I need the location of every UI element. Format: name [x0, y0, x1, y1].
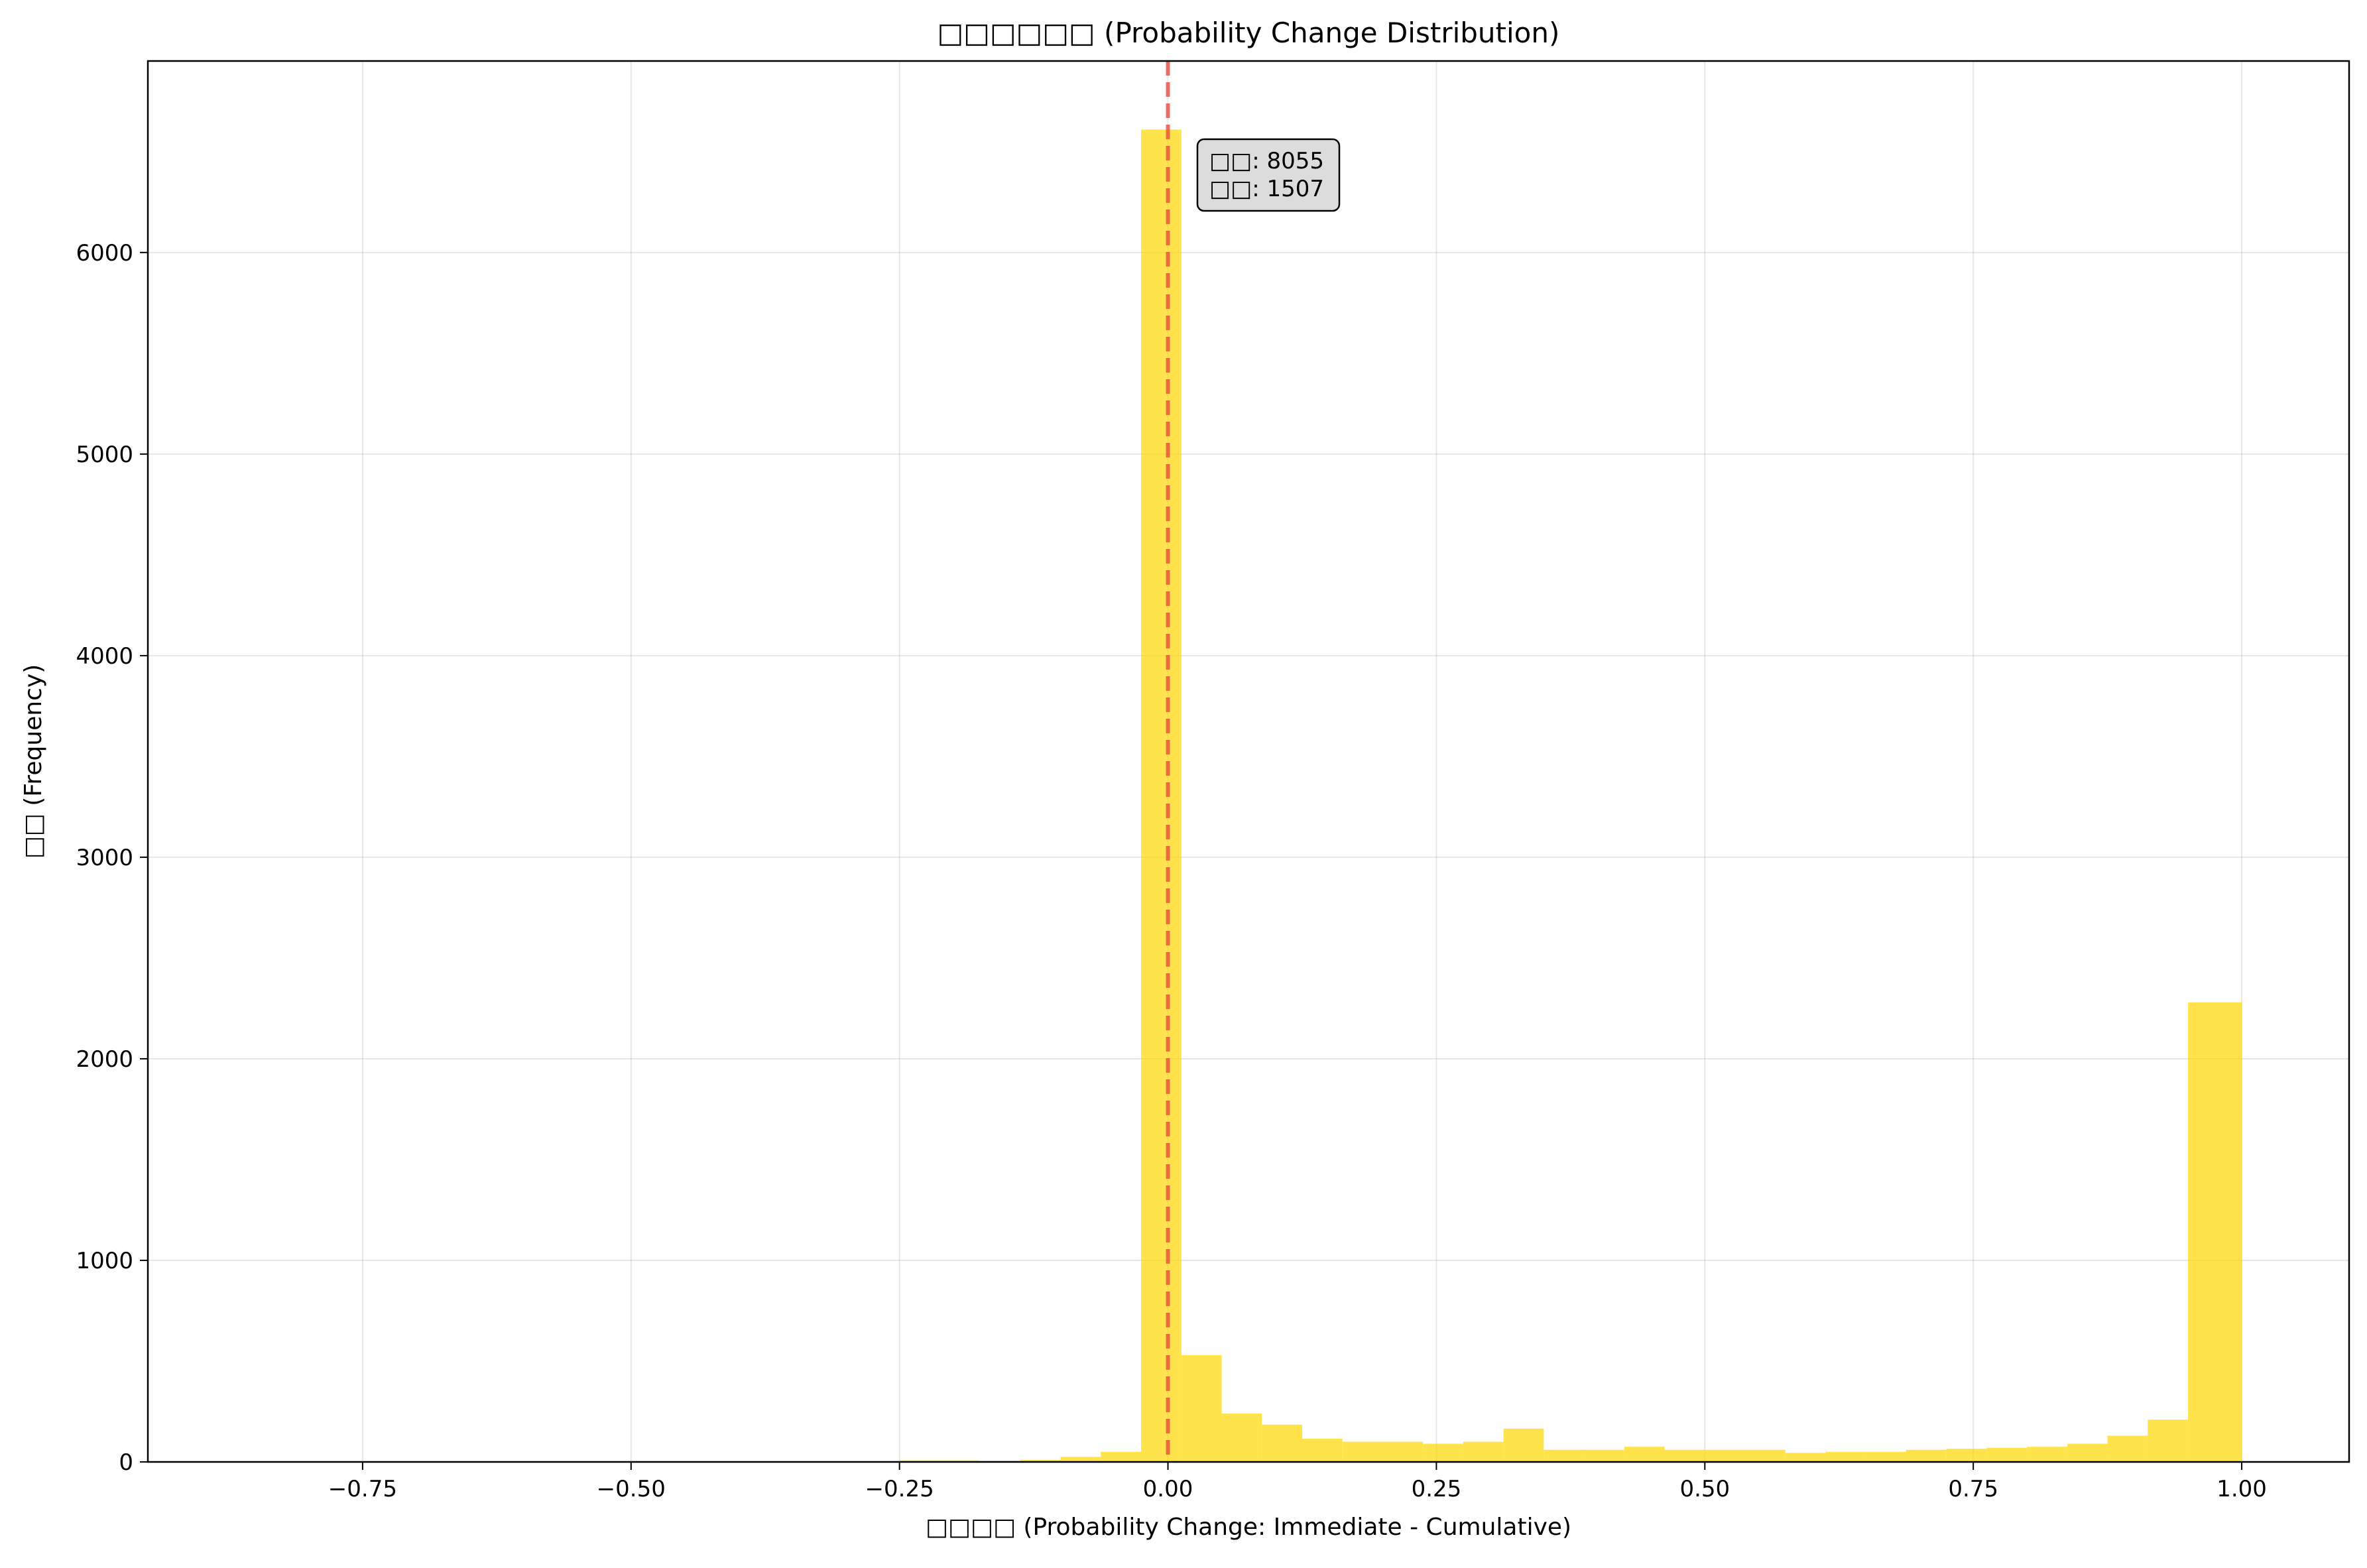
grid-layer	[148, 61, 2349, 1463]
y-tick-label: 5000	[76, 442, 133, 468]
histogram-bar	[1986, 1447, 2028, 1462]
x-tick-label: −0.75	[328, 1476, 397, 1502]
histogram-bar	[2107, 1435, 2148, 1462]
x-tick-label: −0.25	[865, 1476, 934, 1502]
annotation-box-background	[1196, 138, 1341, 212]
histogram-bar	[1423, 1443, 1463, 1462]
histogram-bar	[1624, 1447, 1665, 1462]
y-tick-label: 3000	[76, 845, 133, 871]
x-tick-label: 1.00	[2216, 1476, 2267, 1502]
y-tick-label: 0	[119, 1449, 133, 1476]
histogram-bar	[1382, 1441, 1424, 1462]
histogram-bar	[1946, 1449, 1987, 1462]
x-axis-ticks: −0.75 −0.50 −0.25 0.00 0.25 0.50 0.75 1.00	[328, 1462, 2267, 1502]
histogram-bar	[1664, 1449, 1705, 1462]
chart-title: □□□□□□ (Probability Change Distribution)	[938, 17, 1560, 49]
x-axis-label: □□□□ (Probability Change: Immediate - Cu…	[926, 1514, 1571, 1541]
y-tick-label: 4000	[76, 643, 133, 670]
histogram-bar	[1262, 1424, 1302, 1462]
histogram-bar	[1544, 1449, 1585, 1462]
histogram-bar	[1463, 1441, 1504, 1462]
y-axis-ticks: 0 1000 2000 3000 4000 5000 6000	[76, 240, 148, 1476]
annotation-line: □□: 1507	[1209, 176, 1324, 202]
histogram-bar	[1503, 1428, 1544, 1462]
annotation-line: □□: 8055	[1209, 148, 1324, 174]
histogram-bar	[1906, 1449, 1947, 1462]
x-tick-label: 0.25	[1412, 1476, 1462, 1502]
annotation-box: □□: 8055□□: 1507	[1196, 138, 1341, 212]
histogram-bar	[1221, 1414, 1262, 1462]
x-tick-label: 0.50	[1679, 1476, 1730, 1502]
histogram-bar	[1060, 1457, 1101, 1462]
histogram-bar	[1141, 129, 1182, 1463]
y-axis-label: □□ (Frequency)	[20, 664, 47, 859]
histogram-bar	[1101, 1451, 1142, 1462]
x-tick-label: −0.50	[597, 1476, 666, 1502]
histogram-bar	[2027, 1447, 2067, 1462]
histogram-bar	[2188, 1002, 2242, 1462]
histogram-bar	[1745, 1449, 1786, 1462]
histogram-bar	[1302, 1439, 1343, 1462]
bars-layer	[899, 129, 2242, 1463]
plot-frame	[147, 60, 2350, 1463]
histogram-bar	[1181, 1355, 1222, 1462]
y-tick-label: 1000	[76, 1248, 133, 1274]
x-tick-label: 0.75	[1948, 1476, 1998, 1502]
y-tick-label: 6000	[76, 240, 133, 267]
histogram-bar	[2067, 1443, 2108, 1462]
histogram-bar	[1020, 1459, 1061, 1462]
histogram-bar	[1825, 1451, 1866, 1462]
histogram-bar	[1785, 1453, 1826, 1462]
histogram-bar	[1705, 1449, 1746, 1462]
x-tick-label: 0.00	[1143, 1476, 1193, 1502]
y-tick-label: 2000	[76, 1046, 133, 1073]
histogram-bar	[2148, 1419, 2189, 1462]
histogram-bar	[1584, 1449, 1624, 1462]
histogram-bar	[1342, 1441, 1383, 1462]
histogram-bar	[1866, 1451, 1906, 1462]
